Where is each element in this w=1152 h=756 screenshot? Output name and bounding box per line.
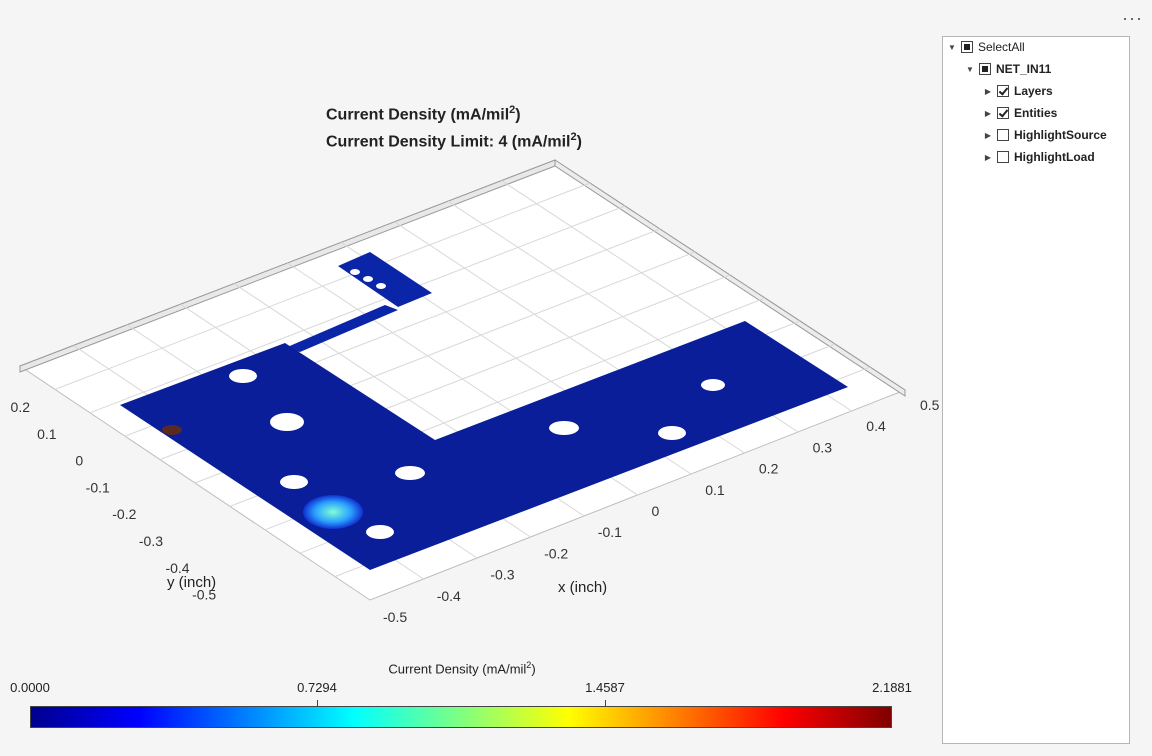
tree-node-layers[interactable]: ▶ Layers (983, 82, 1053, 100)
source-marker (162, 425, 182, 435)
y-tick-label: 0 (75, 453, 83, 469)
colorbar-tick (317, 700, 318, 706)
hot-spot (303, 495, 363, 529)
x-tick-label: 0.5 (920, 397, 940, 413)
via (350, 269, 360, 275)
colorbar-tick-label: 0.7294 (297, 680, 337, 695)
caret-right-icon[interactable]: ▶ (984, 86, 992, 96)
x-axis-ticks: -0.5 -0.4 -0.3 -0.2 -0.1 0 0.1 0.2 0.3 0.4 0.5 (383, 397, 940, 625)
y-tick-label: 0.2 (11, 399, 31, 415)
hole (395, 466, 425, 480)
y-tick-label: -0.5 (192, 587, 216, 603)
plot-title: Current Density (mA/mil2) (326, 104, 521, 124)
hole (280, 475, 308, 489)
tree-node-entities[interactable]: ▶ Entities (983, 104, 1057, 122)
net-label: NET_IN11 (996, 62, 1052, 76)
colorbar-tick (605, 700, 606, 706)
colorbar (30, 706, 892, 728)
x-tick-label: 0 (652, 503, 660, 519)
copper-net (120, 252, 848, 570)
highlight-load-checkbox[interactable] (997, 151, 1009, 163)
tree-node-highlight-load[interactable]: ▶ HighlightLoad (983, 148, 1095, 166)
x-tick-label: 0.3 (813, 439, 833, 455)
x-tick-label: -0.2 (544, 545, 568, 561)
caret-right-icon[interactable]: ▶ (984, 108, 992, 118)
colorbar-title: Current Density (mA/mil2) (388, 660, 536, 677)
y-tick-label: -0.2 (112, 506, 136, 522)
colorbar-tick-label: 0.0000 (10, 680, 50, 695)
x-tick-label: 0.1 (705, 482, 725, 498)
narrow-trace (285, 305, 398, 352)
hole (270, 413, 304, 431)
y-tick-label: -0.4 (165, 560, 189, 576)
net-checkbox[interactable] (979, 63, 991, 75)
hole (549, 421, 579, 435)
entities-checkbox[interactable] (997, 107, 1009, 119)
select-all-label: SelectAll (978, 40, 1025, 54)
layers-label: Layers (1014, 84, 1053, 98)
via (376, 283, 386, 289)
y-tick-label: 0.1 (37, 426, 57, 442)
caret-down-icon[interactable]: ▼ (966, 64, 974, 74)
x-axis-label: x (inch) (558, 579, 607, 596)
colorbar-tick-label: 2.1881 (872, 680, 912, 695)
colorbar-tick-label: 1.4587 (585, 680, 625, 695)
y-tick-label: -0.3 (139, 533, 163, 549)
layers-checkbox[interactable] (997, 85, 1009, 97)
via (363, 276, 373, 282)
x-tick-label: -0.1 (598, 524, 622, 540)
hole (701, 379, 725, 391)
highlight-source-checkbox[interactable] (997, 129, 1009, 141)
main-plane (120, 321, 848, 570)
net-tree-panel: ▼ SelectAll ▼ NET_IN11 ▶ Layers ▶ Entiti… (942, 36, 1130, 744)
y-axis-label: y (inch) (167, 574, 216, 591)
tree-node-select-all[interactable]: ▼ SelectAll (947, 38, 1025, 56)
tree-node-highlight-source[interactable]: ▶ HighlightSource (983, 126, 1107, 144)
hole (658, 426, 686, 440)
top-pad (338, 252, 432, 307)
board-3d-plot[interactable]: 0.20.10-0.1-0.2-0.3-0.4-0.5 -0.5-0.4-0.3… (0, 0, 940, 756)
x-tick-label: -0.5 (383, 609, 407, 625)
entities-label: Entities (1014, 106, 1058, 120)
caret-down-icon[interactable]: ▼ (948, 42, 956, 52)
x-tick-label: 0.4 (866, 418, 886, 434)
axes-floor-edge-right (554, 159, 906, 397)
x-tick-label: -0.4 (437, 588, 461, 604)
plot-subtitle: Current Density Limit: 4 (mA/mil2) (326, 131, 582, 151)
hole (229, 369, 257, 383)
highlight-source-label: HighlightSource (1014, 128, 1107, 142)
highlight-load-label: HighlightLoad (1014, 150, 1095, 164)
x-tick-label: -0.3 (490, 567, 514, 583)
more-options-icon[interactable]: ··· (1122, 8, 1143, 28)
caret-right-icon[interactable]: ▶ (984, 130, 992, 140)
hole (366, 525, 394, 539)
tree-node-net[interactable]: ▼ NET_IN11 (965, 60, 1051, 78)
select-all-checkbox[interactable] (961, 41, 973, 53)
caret-right-icon[interactable]: ▶ (984, 152, 992, 162)
y-tick-label: -0.1 (86, 479, 110, 495)
y-axis-ticks: 0.2 0.1 0-0.1-0.2-0.3-0.4-0.5 (11, 399, 217, 603)
x-tick-label: 0.2 (759, 461, 779, 477)
